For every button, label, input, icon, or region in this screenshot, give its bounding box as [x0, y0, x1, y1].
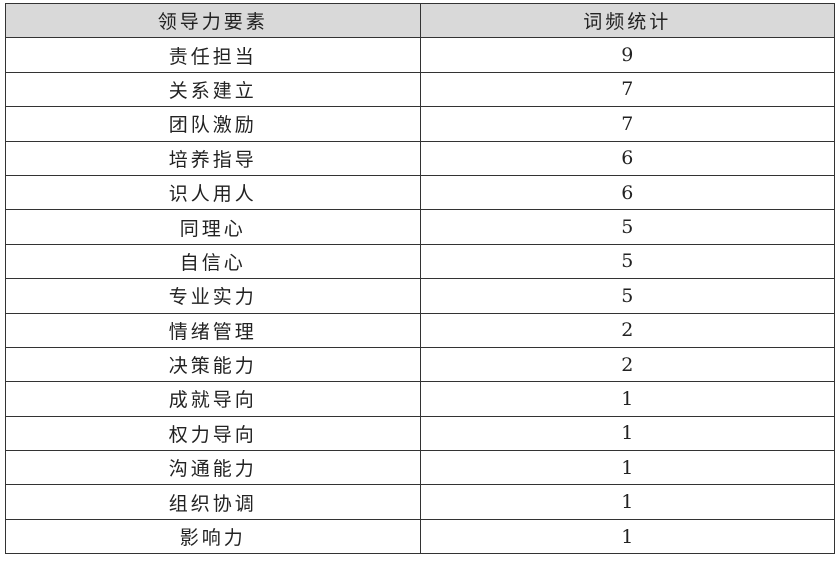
cell-frequency: 7 [419, 106, 835, 142]
cell-frequency: 2 [419, 346, 835, 383]
table-row: 同理心 5 [5, 209, 835, 245]
header-frequency: 词频统计 [419, 2, 835, 39]
leadership-frequency-table: 领导力要素 词频统计 责任担当 9 关系建立 7 团队激励 7 培养指导 6 识人用人 6 同理心 5… [5, 2, 835, 555]
table-row: 关系建立 7 [5, 71, 835, 108]
table-row: 决策能力 2 [5, 346, 835, 383]
table-row: 影响力 1 [5, 518, 835, 555]
cell-element: 自信心 [5, 243, 421, 280]
cell-element: 责任担当 [5, 37, 421, 73]
cell-element: 关系建立 [5, 71, 421, 108]
table-row: 权力导向 1 [5, 415, 835, 452]
cell-element: 同理心 [5, 209, 421, 245]
cell-frequency: 6 [419, 140, 835, 176]
cell-frequency: 2 [419, 312, 835, 348]
cell-element: 成就导向 [5, 381, 421, 417]
table-row: 培养指导 6 [5, 140, 835, 176]
table-row: 团队激励 7 [5, 106, 835, 142]
cell-element: 影响力 [5, 518, 421, 555]
cell-element: 组织协调 [5, 484, 421, 520]
cell-element: 权力导向 [5, 415, 421, 452]
cell-frequency: 1 [419, 415, 835, 452]
cell-frequency: 1 [419, 484, 835, 520]
table-row: 自信心 5 [5, 243, 835, 280]
cell-frequency: 1 [419, 450, 835, 486]
cell-frequency: 5 [419, 209, 835, 245]
cell-frequency: 9 [419, 37, 835, 73]
table-row: 组织协调 1 [5, 484, 835, 520]
cell-element: 培养指导 [5, 140, 421, 176]
cell-element: 识人用人 [5, 174, 421, 211]
cell-element: 专业实力 [5, 278, 421, 314]
table-row: 情绪管理 2 [5, 312, 835, 348]
cell-frequency: 5 [419, 278, 835, 314]
table-row: 责任担当 9 [5, 37, 835, 73]
header-element: 领导力要素 [5, 2, 421, 39]
cell-frequency: 7 [419, 71, 835, 108]
table-row: 专业实力 5 [5, 278, 835, 314]
cell-frequency: 1 [419, 381, 835, 417]
header-row: 领导力要素 词频统计 [5, 2, 835, 39]
cell-frequency: 5 [419, 243, 835, 280]
table-row: 成就导向 1 [5, 381, 835, 417]
cell-frequency: 6 [419, 174, 835, 211]
table-row: 沟通能力 1 [5, 450, 835, 486]
cell-element: 情绪管理 [5, 312, 421, 348]
cell-element: 沟通能力 [5, 450, 421, 486]
cell-frequency: 1 [419, 518, 835, 555]
cell-element: 团队激励 [5, 106, 421, 142]
table-row: 识人用人 6 [5, 174, 835, 211]
cell-element: 决策能力 [5, 346, 421, 383]
